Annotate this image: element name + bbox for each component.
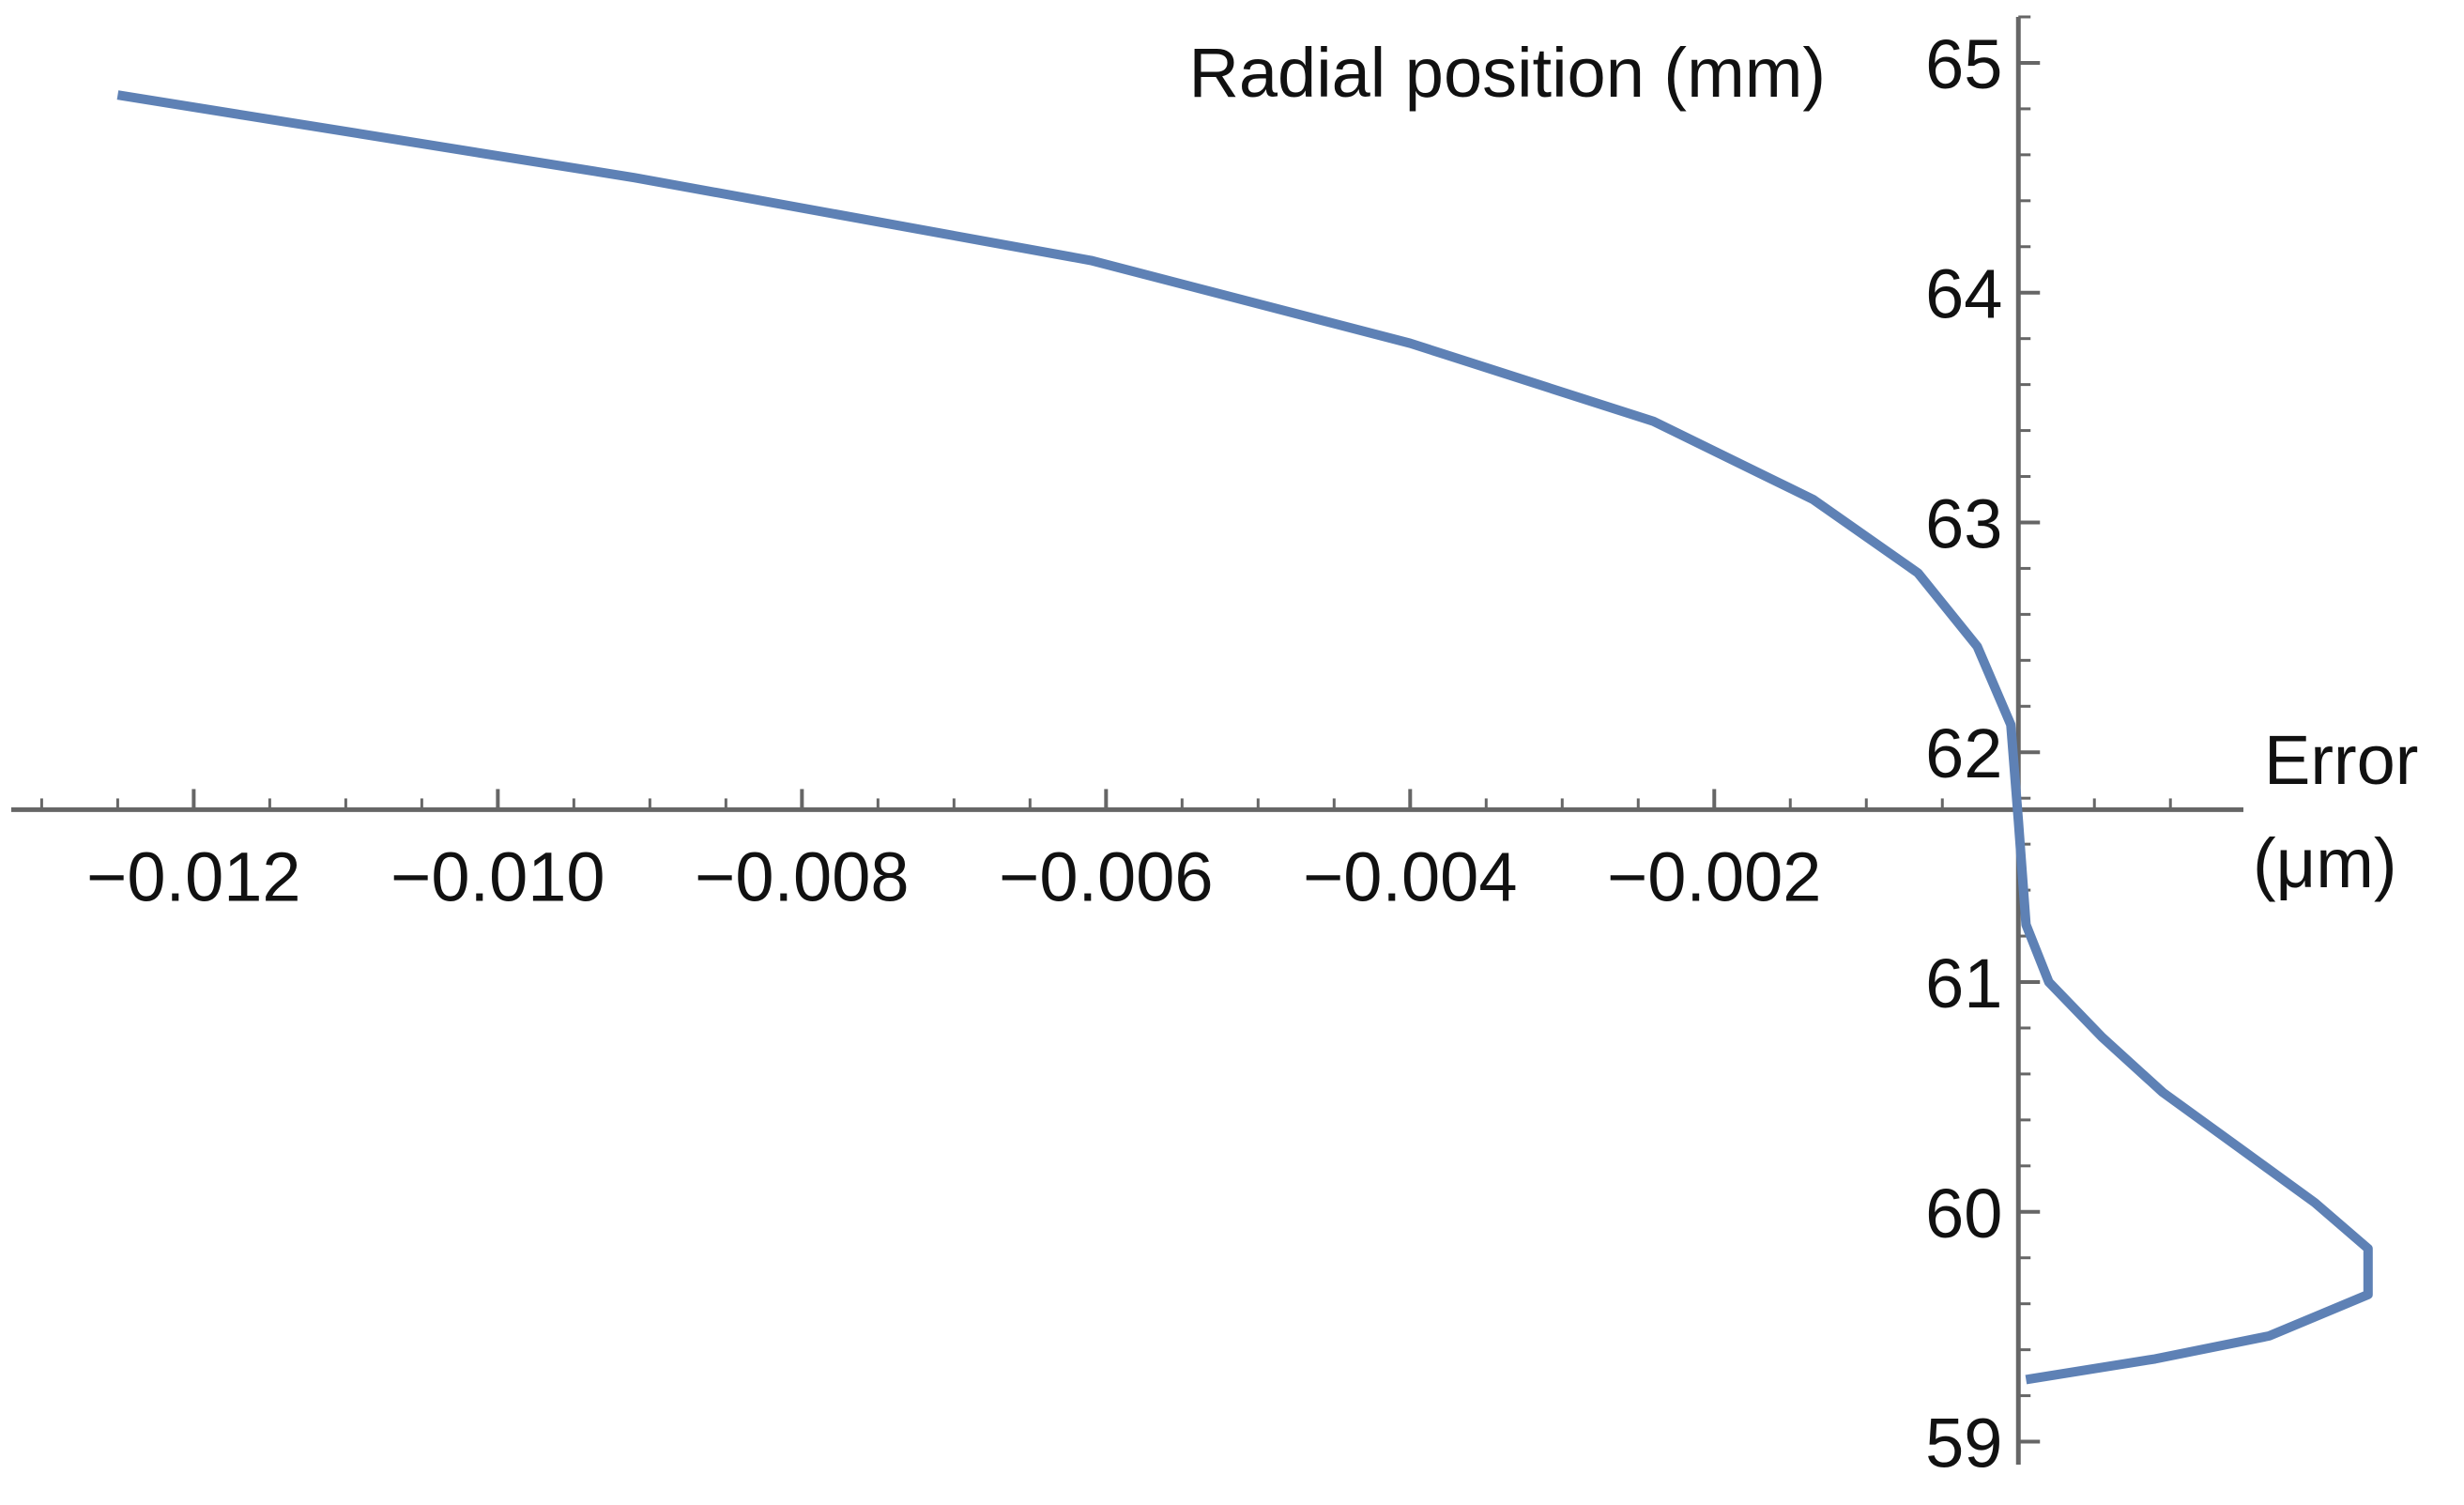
major-ticks: [191, 60, 2041, 1444]
x-tick-label: −0.012: [86, 837, 300, 915]
x-tick-label: −0.008: [695, 837, 909, 915]
y-tick-label: 65: [1925, 25, 2002, 103]
series-line: [116, 90, 2373, 1385]
y-tick-label: 64: [1925, 255, 2002, 333]
y-tick-label: 63: [1925, 484, 2002, 562]
x-tick-label: −0.002: [1607, 837, 1821, 915]
y-tick-label: 59: [1925, 1405, 2002, 1482]
y-tick-label: 62: [1925, 714, 2002, 792]
x-tick-label: −0.010: [390, 837, 605, 915]
y-axis-title: Radial position (mm): [1188, 34, 1826, 112]
y-tick-label: 60: [1925, 1175, 2002, 1252]
x-tick-label: −0.004: [1303, 837, 1517, 915]
y-tick-label: 61: [1925, 944, 2002, 1022]
x-tick-label: −0.006: [999, 837, 1213, 915]
minor-ticks: [39, 15, 2172, 1444]
tick-labels: −0.012 −0.010 −0.008 −0.006 −0.004 −0.002 59 60…: [86, 25, 2002, 1482]
x-axis-title-line1: Error: [2264, 721, 2418, 799]
x-axis-title-line2: (μm): [2253, 824, 2397, 902]
